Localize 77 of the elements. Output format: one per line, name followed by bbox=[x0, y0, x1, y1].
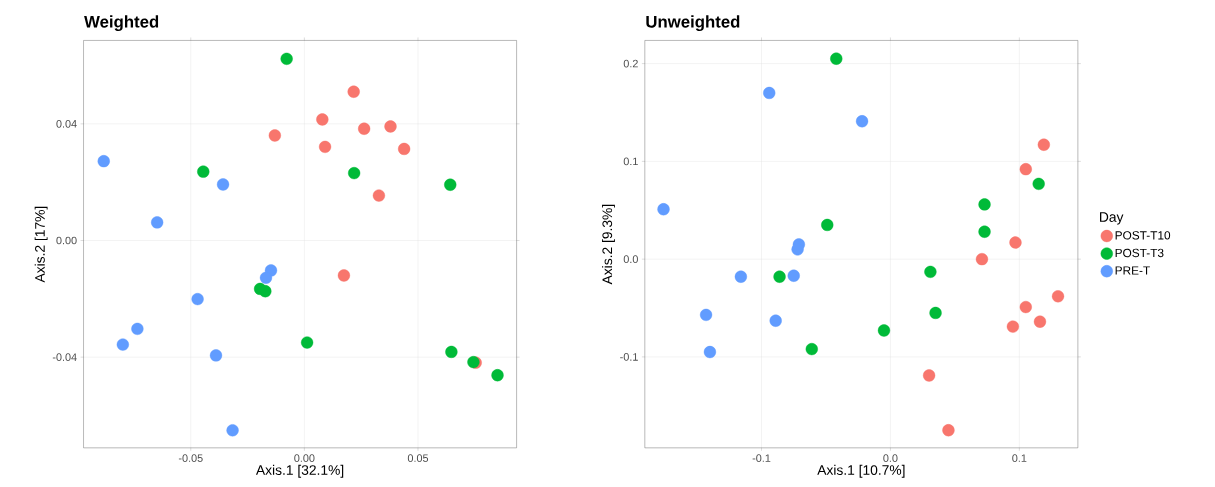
point bbox=[259, 284, 272, 298]
x-axis-title: Axis.1 [10.7%] bbox=[817, 464, 905, 478]
point bbox=[1032, 177, 1045, 190]
point bbox=[734, 270, 747, 283]
point bbox=[216, 178, 230, 191]
point bbox=[318, 140, 332, 153]
point bbox=[444, 178, 457, 191]
point bbox=[358, 122, 371, 135]
chart-title: Unweighted bbox=[646, 15, 740, 31]
y-tick-label: 0.2 bbox=[623, 59, 638, 68]
chart-title: Weighted bbox=[84, 15, 159, 31]
point bbox=[280, 52, 293, 65]
point bbox=[787, 269, 800, 282]
x-tick-label: -0.05 bbox=[178, 454, 203, 462]
point bbox=[337, 269, 351, 282]
point bbox=[445, 345, 458, 358]
point bbox=[929, 306, 942, 319]
point bbox=[975, 252, 989, 266]
point bbox=[942, 423, 955, 437]
point bbox=[259, 271, 273, 284]
y-tick-label: 0.00 bbox=[56, 236, 77, 245]
point bbox=[1051, 290, 1065, 303]
point bbox=[226, 424, 239, 437]
point bbox=[1019, 300, 1032, 314]
point bbox=[384, 120, 397, 133]
point bbox=[830, 52, 843, 65]
point bbox=[151, 216, 164, 229]
legend-label: POST-T10 bbox=[1115, 230, 1171, 240]
y-tick-label: 0.1 bbox=[623, 157, 638, 166]
legend-label: PRE-T bbox=[1115, 266, 1150, 275]
point bbox=[877, 324, 891, 337]
point bbox=[209, 349, 223, 362]
point bbox=[301, 336, 314, 349]
point bbox=[116, 338, 129, 351]
point bbox=[268, 129, 281, 142]
point bbox=[347, 85, 360, 98]
point bbox=[197, 165, 210, 178]
point bbox=[773, 270, 786, 283]
x-tick-label: 0.1 bbox=[1012, 454, 1027, 462]
y-tick-label: 0.0 bbox=[623, 255, 638, 263]
legend-title: Day bbox=[1100, 212, 1124, 225]
point bbox=[978, 198, 991, 211]
point bbox=[316, 113, 329, 126]
point bbox=[191, 292, 204, 306]
point bbox=[1006, 320, 1020, 333]
y-axis-title: Axis.2 [17%] bbox=[34, 206, 48, 283]
point bbox=[131, 322, 144, 335]
point bbox=[924, 265, 937, 278]
x-tick-label: 0.00 bbox=[294, 454, 315, 462]
x-axis-title: Axis.1 [32.1%] bbox=[255, 464, 344, 478]
point bbox=[978, 225, 991, 238]
point bbox=[348, 166, 361, 180]
point bbox=[1019, 162, 1032, 176]
x-tick-label: 0.0 bbox=[883, 454, 898, 462]
legend-label: POST-T3 bbox=[1115, 248, 1164, 257]
point bbox=[372, 189, 386, 202]
y-tick-label: -0.04 bbox=[52, 353, 77, 361]
point bbox=[1037, 138, 1050, 151]
point bbox=[855, 115, 869, 128]
point bbox=[97, 154, 110, 168]
point bbox=[769, 314, 782, 327]
x-tick-label: -0.1 bbox=[752, 454, 771, 462]
point bbox=[821, 218, 834, 231]
x-tick-label: 0.05 bbox=[407, 454, 429, 462]
y-axis-title: Axis.2 [9.3%] bbox=[602, 204, 615, 285]
point bbox=[657, 203, 670, 216]
point bbox=[699, 308, 713, 321]
y-tick-label: -0.1 bbox=[620, 352, 638, 361]
point bbox=[922, 369, 936, 382]
point bbox=[763, 86, 776, 99]
point bbox=[1033, 315, 1047, 328]
point bbox=[703, 345, 717, 358]
y-tick-label: 0.04 bbox=[56, 119, 77, 128]
point bbox=[398, 142, 411, 155]
point bbox=[805, 342, 818, 356]
point bbox=[1009, 236, 1022, 249]
point bbox=[491, 368, 504, 382]
